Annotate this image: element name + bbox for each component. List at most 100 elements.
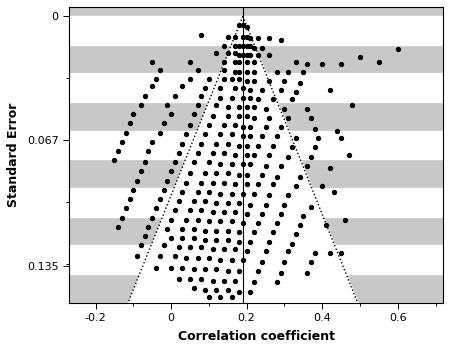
Point	[209, 246, 216, 252]
Point	[243, 78, 250, 84]
Point	[273, 69, 280, 75]
Point	[288, 145, 296, 150]
Point	[296, 80, 303, 85]
Point	[198, 276, 205, 281]
Point	[145, 148, 152, 154]
Point	[141, 159, 148, 165]
Point	[228, 161, 235, 167]
Point	[198, 93, 205, 98]
Point	[220, 122, 228, 128]
Point	[266, 115, 273, 121]
Point	[220, 60, 228, 65]
Point	[202, 198, 209, 204]
Point	[228, 218, 235, 224]
Point	[153, 265, 160, 270]
Point	[292, 183, 299, 189]
Point	[220, 150, 228, 156]
Point	[311, 145, 318, 150]
Point	[284, 193, 292, 198]
Point	[262, 124, 269, 130]
Point	[235, 113, 243, 119]
Point	[247, 289, 254, 294]
Point	[235, 43, 243, 49]
Point	[303, 62, 310, 67]
Point	[239, 34, 247, 39]
Point	[183, 217, 190, 222]
Point	[266, 52, 273, 58]
Point	[292, 60, 299, 65]
Point	[254, 182, 261, 187]
Point	[251, 191, 258, 196]
Point	[243, 43, 250, 49]
Point	[296, 174, 303, 180]
Point	[148, 215, 156, 220]
Point	[228, 257, 235, 263]
Point	[216, 132, 224, 137]
Point	[239, 220, 247, 226]
Point	[216, 95, 224, 100]
Point	[141, 233, 148, 239]
Point	[247, 95, 254, 100]
Point	[243, 104, 250, 110]
Point	[281, 259, 288, 265]
Point	[115, 224, 122, 230]
Point	[202, 228, 209, 233]
Point	[122, 205, 129, 211]
Point	[216, 257, 224, 263]
Point	[141, 93, 148, 98]
Point	[228, 76, 235, 82]
Point	[198, 141, 205, 147]
Point	[224, 113, 231, 119]
Point	[277, 37, 284, 43]
Point	[243, 143, 250, 148]
Point	[258, 134, 265, 139]
Point	[216, 294, 224, 300]
Point	[213, 237, 220, 243]
Point	[179, 189, 186, 195]
Point	[247, 124, 254, 130]
Point	[198, 180, 205, 186]
Point	[243, 52, 250, 58]
Point	[247, 52, 254, 58]
Point	[220, 209, 228, 215]
Point	[243, 211, 250, 217]
Point	[247, 202, 254, 208]
Point	[330, 189, 337, 195]
Point	[194, 256, 201, 261]
Bar	[69, 16, 443, 45]
Point	[137, 243, 144, 248]
Point	[228, 191, 235, 196]
Point	[251, 60, 258, 65]
Point	[175, 244, 182, 250]
Point	[126, 196, 133, 202]
Point	[202, 170, 209, 176]
Point	[239, 43, 247, 49]
Point	[239, 161, 247, 167]
Point	[167, 235, 175, 241]
Point	[190, 111, 197, 117]
Point	[186, 276, 194, 281]
Point	[220, 43, 228, 49]
Point	[179, 235, 186, 241]
Point	[273, 134, 280, 139]
Point	[235, 60, 243, 65]
Point	[375, 60, 382, 65]
Point	[300, 69, 307, 75]
Point	[194, 102, 201, 108]
Point	[262, 202, 269, 208]
Point	[232, 34, 239, 39]
Bar	[69, 245, 443, 274]
Point	[262, 106, 269, 111]
Point	[209, 278, 216, 283]
Point	[247, 87, 254, 93]
Point	[277, 87, 284, 93]
Point	[156, 130, 163, 135]
Point	[179, 84, 186, 89]
Point	[258, 259, 265, 265]
Point	[243, 60, 250, 65]
Point	[148, 84, 156, 89]
Point	[322, 222, 329, 228]
Point	[254, 52, 261, 58]
Point	[326, 165, 333, 170]
Point	[171, 159, 179, 165]
